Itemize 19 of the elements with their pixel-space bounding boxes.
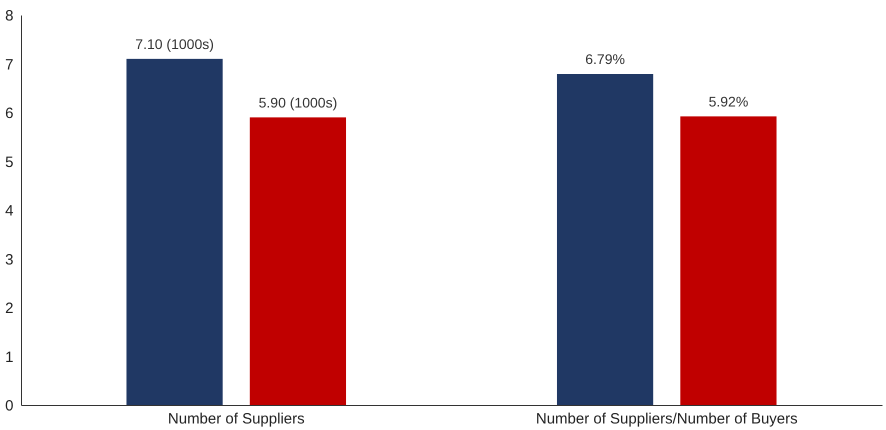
y-tick-label: 7 xyxy=(5,56,14,74)
y-tick-label: 1 xyxy=(5,348,14,366)
y-tick-label: 4 xyxy=(5,202,14,220)
bar xyxy=(250,117,346,405)
y-tick-label: 0 xyxy=(5,398,14,414)
y-tick-label: 5 xyxy=(5,154,14,171)
x-tick-label: Number of Suppliers/Number of Buyers xyxy=(536,410,798,428)
y-tick-label: 3 xyxy=(5,251,14,268)
y-tick-label: 6 xyxy=(5,105,14,122)
data-label: 5.90 (1000s) xyxy=(258,94,338,110)
y-tick-label: 8 xyxy=(5,8,14,24)
data-label: 5.92% xyxy=(708,93,748,110)
bar xyxy=(680,116,777,405)
data-label: 7.10 (1000s) xyxy=(135,36,214,52)
bar xyxy=(556,74,654,405)
bar xyxy=(126,58,223,405)
x-tick-label: Number of Suppliers xyxy=(168,410,305,428)
data-label: 6.79% xyxy=(585,50,625,67)
y-tick-label: 2 xyxy=(5,300,14,317)
